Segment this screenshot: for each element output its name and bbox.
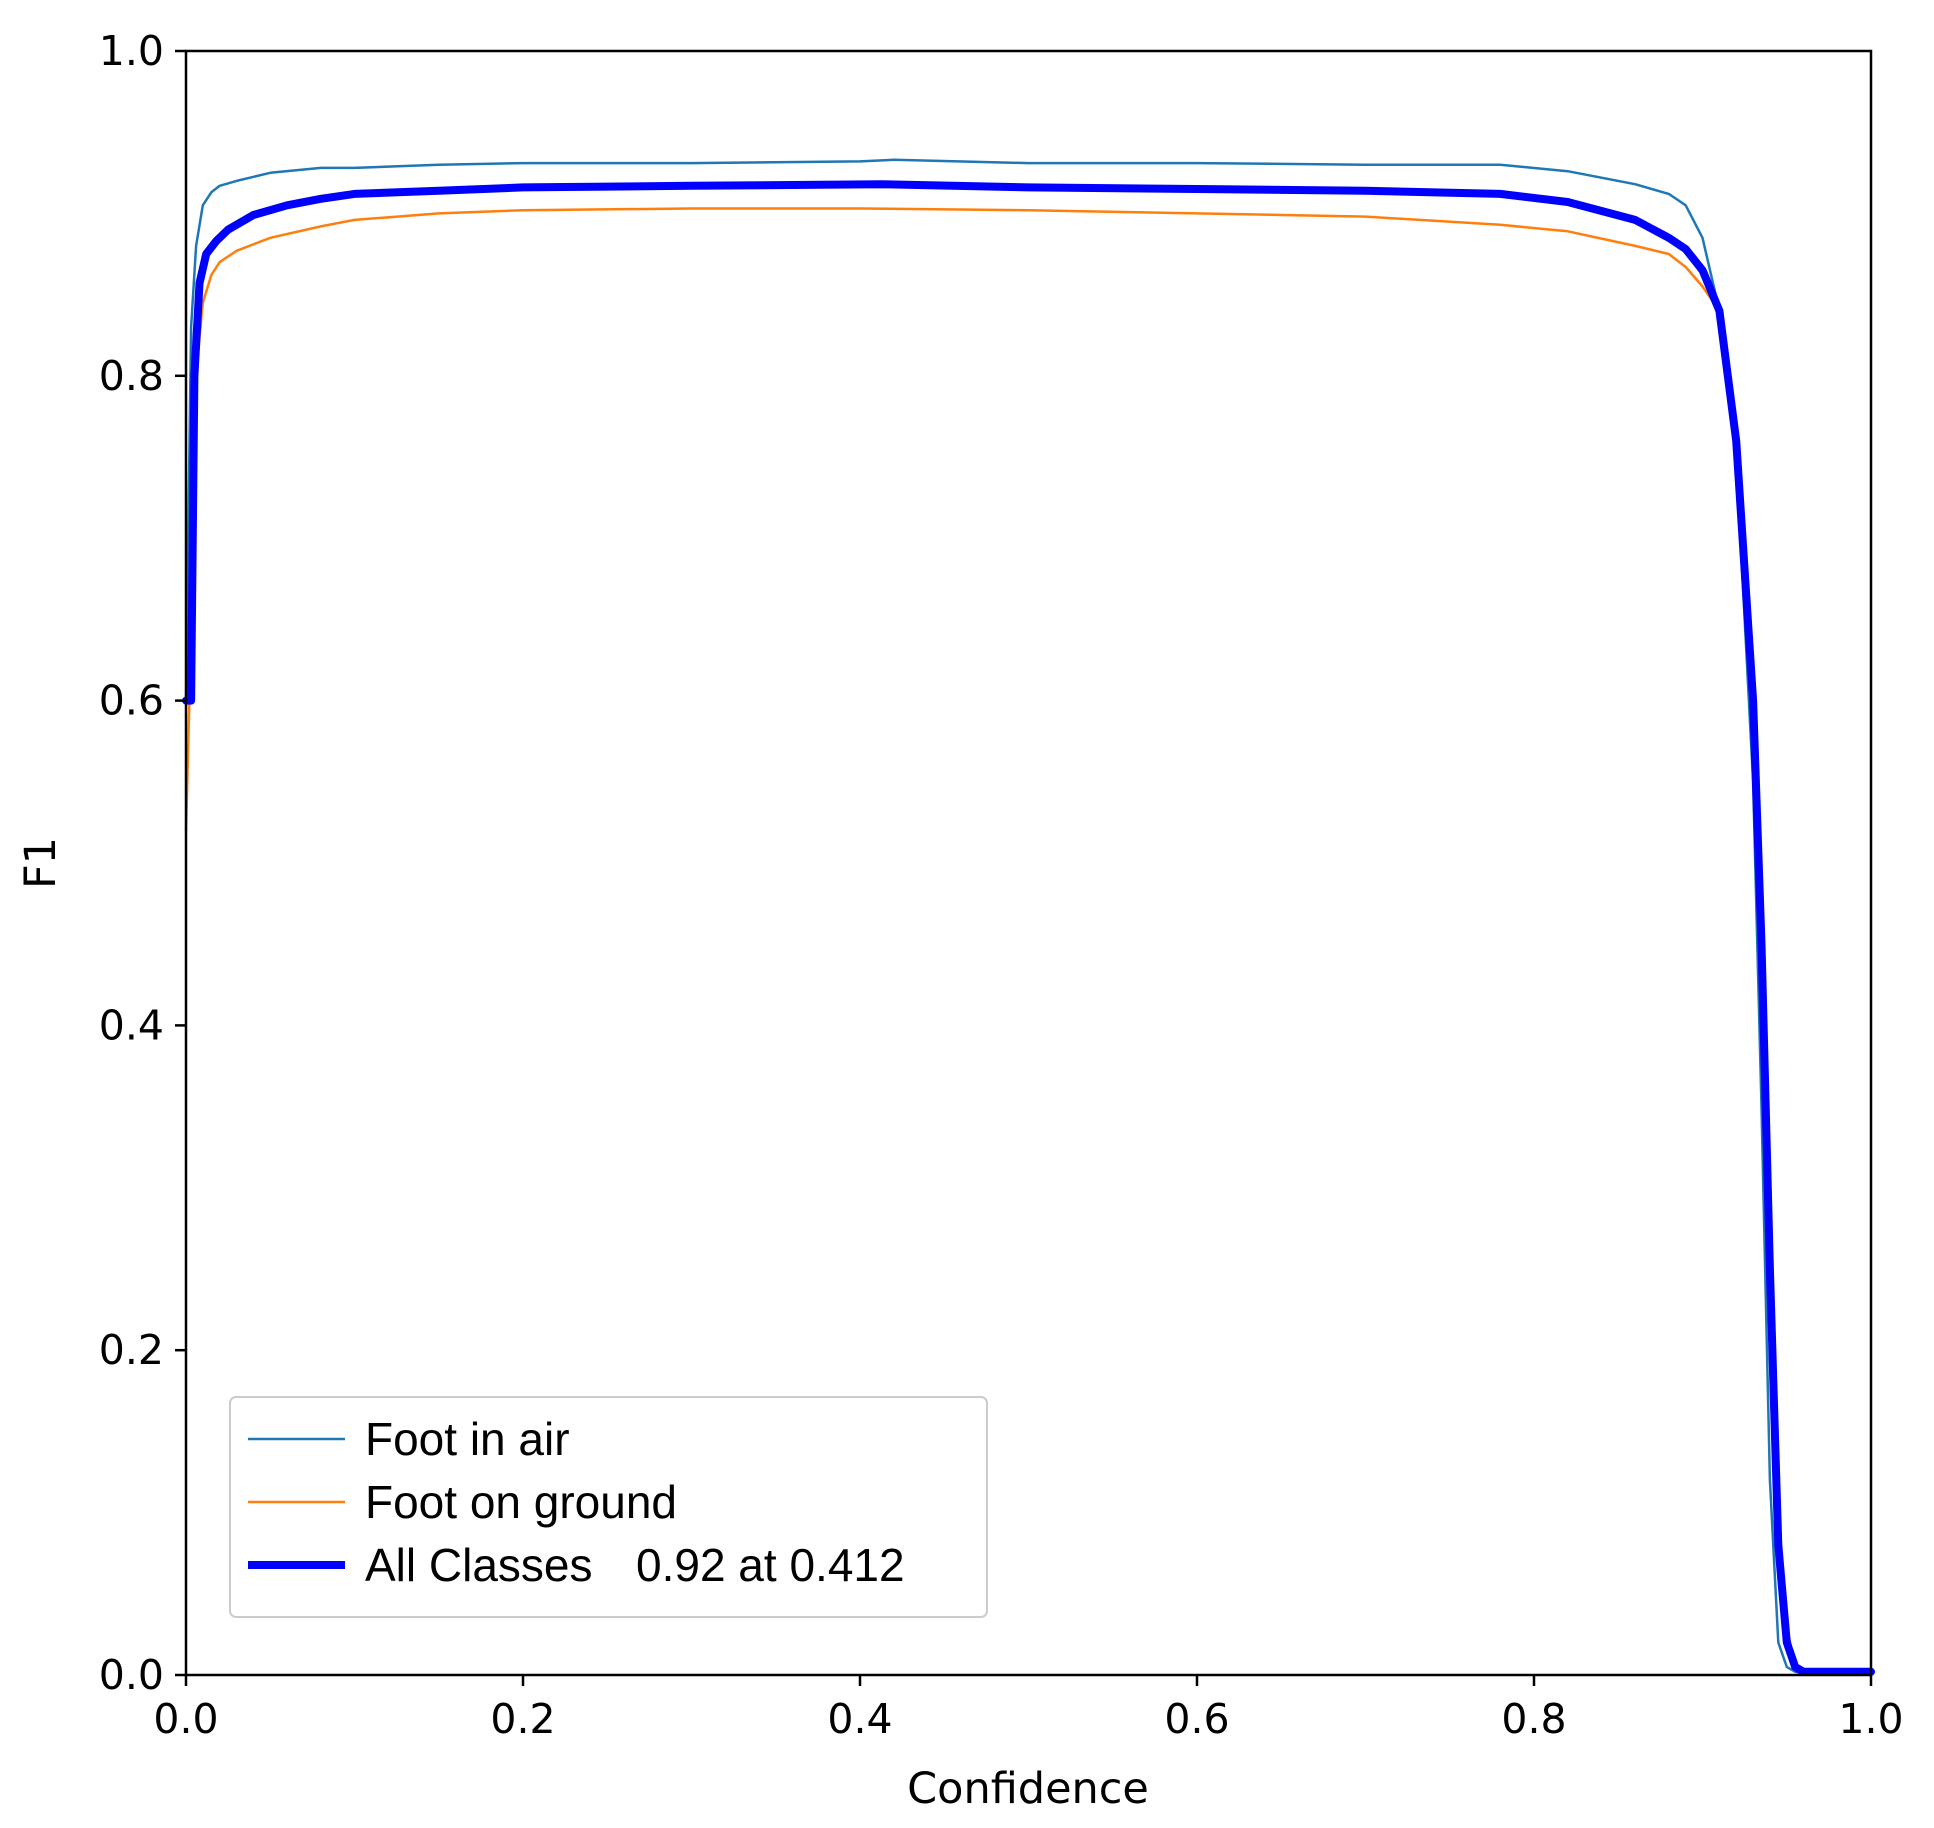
y-tick-label: 0.8 bbox=[99, 352, 164, 400]
legend-label-3: All Classes bbox=[365, 1539, 593, 1591]
legend-box bbox=[229, 1396, 988, 1618]
series-line-1 bbox=[184, 158, 1873, 1675]
plot-frame bbox=[184, 49, 1873, 1677]
x-tick-label: 0.8 bbox=[1501, 1695, 1566, 1743]
x-tick-label: 0.6 bbox=[1164, 1695, 1229, 1743]
y-tick-label: 0.4 bbox=[99, 1001, 164, 1049]
y-tick-label: 0.0 bbox=[99, 1651, 164, 1699]
y-axis-ticks: 0.0 0.2 0.4 0.6 0.8 1.0 bbox=[99, 27, 186, 1699]
y-tick-label: 0.6 bbox=[99, 677, 164, 725]
y-tick-label: 0.2 bbox=[99, 1326, 164, 1374]
x-tick-label: 1.0 bbox=[1838, 1695, 1903, 1743]
x-axis-ticks: 0.0 0.2 0.4 0.6 0.8 1.0 bbox=[153, 1675, 1904, 1743]
x-tick-label: 0.2 bbox=[490, 1695, 555, 1743]
y-axis-label: F1 bbox=[16, 837, 66, 889]
legend-label-1: Foot in air bbox=[365, 1413, 570, 1465]
series-layer bbox=[182, 158, 1875, 1676]
legend: Foot in air Foot on ground All Classes 0.92… bbox=[229, 1396, 988, 1618]
legend-annotation: 0.92 at 0.412 bbox=[636, 1539, 905, 1591]
y-tick-label: 1.0 bbox=[99, 27, 164, 75]
legend-label-2: Foot on ground bbox=[365, 1476, 677, 1528]
series-line-3 bbox=[182, 180, 1875, 1676]
x-axis-label: Confidence bbox=[907, 1764, 1149, 1814]
x-tick-label: 0.4 bbox=[827, 1695, 892, 1743]
x-tick-label: 0.0 bbox=[153, 1695, 218, 1743]
